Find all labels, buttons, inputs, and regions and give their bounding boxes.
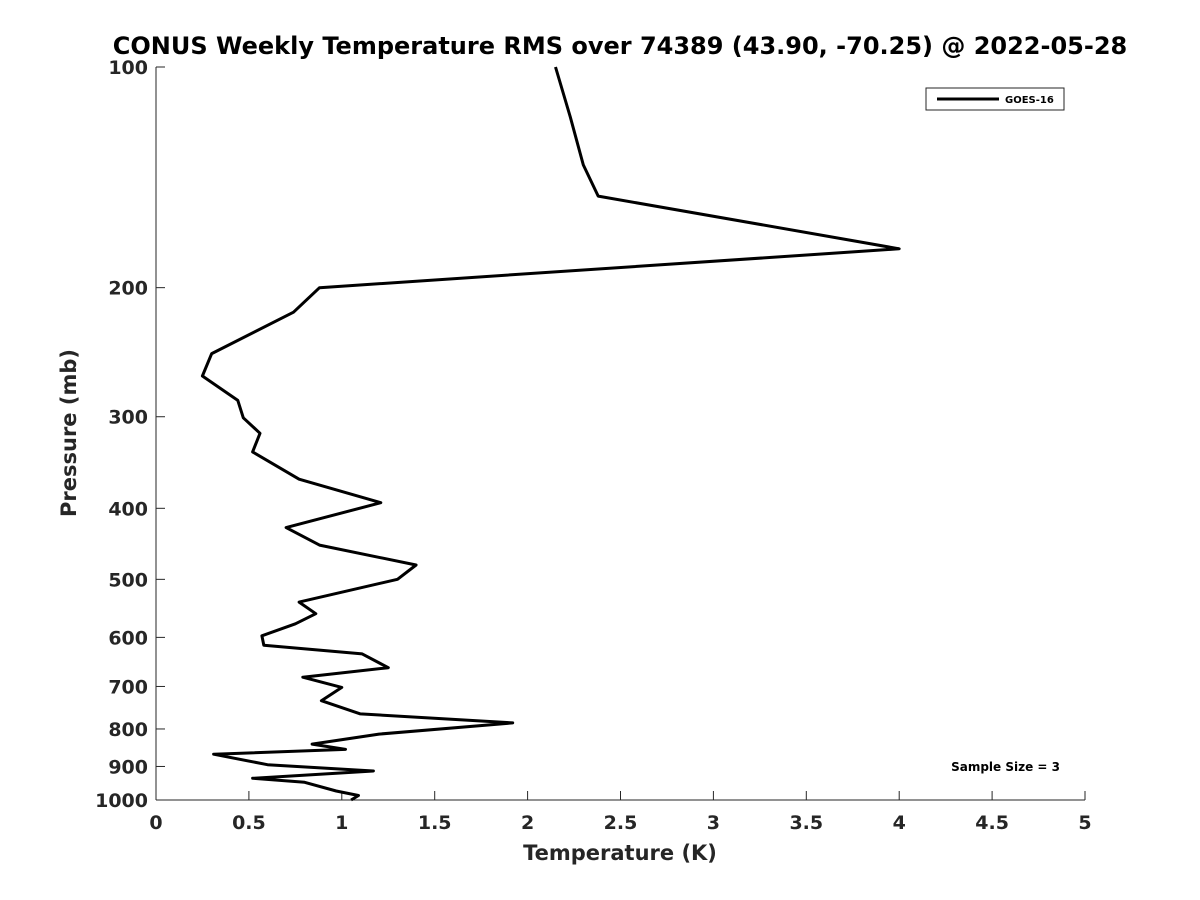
series-line-goes-16 (200, 66, 901, 802)
y-tick-label: 600 (108, 627, 148, 649)
y-tick-label: 500 (108, 569, 148, 591)
x-tick-label: 0 (149, 812, 162, 834)
legend-entry-goes-16: GOES-16 (1005, 95, 1054, 106)
series-group (200, 66, 901, 802)
chart-title: CONUS Weekly Temperature RMS over 74389 … (113, 32, 1127, 60)
x-tick-label: 1 (335, 812, 348, 834)
x-axis-ticks: 0 0.5 1 1.5 2 2.5 3 3.5 4 4.5 5 (149, 791, 1092, 834)
x-tick-label: 5 (1078, 812, 1091, 834)
y-axis-label: Pressure (mb) (57, 349, 81, 517)
x-tick-label: 3 (707, 812, 720, 834)
legend: GOES-16 (925, 87, 1065, 111)
sample-size-annotation: Sample Size = 3 (951, 760, 1060, 774)
x-tick-label: 3.5 (789, 812, 823, 834)
x-tick-label: 2.5 (604, 812, 638, 834)
y-tick-label: 200 (108, 278, 148, 300)
y-tick-label: 300 (108, 407, 148, 429)
y-tick-label: 1000 (95, 790, 148, 812)
x-tick-label: 4 (893, 812, 906, 834)
x-tick-label: 2 (521, 812, 534, 834)
x-axis-label: Temperature (K) (523, 841, 717, 865)
x-tick-label: 1.5 (418, 812, 452, 834)
x-tick-label: 0.5 (232, 812, 266, 834)
y-axis-ticks: 100 200 300 400 500 600 700 800 900 1000 (95, 57, 165, 812)
y-tick-label: 900 (108, 756, 148, 778)
y-tick-label: 800 (108, 719, 148, 741)
x-tick-label: 4.5 (975, 812, 1009, 834)
y-tick-label: 100 (108, 57, 148, 79)
y-tick-label: 400 (108, 498, 148, 520)
y-tick-label: 700 (108, 676, 148, 698)
